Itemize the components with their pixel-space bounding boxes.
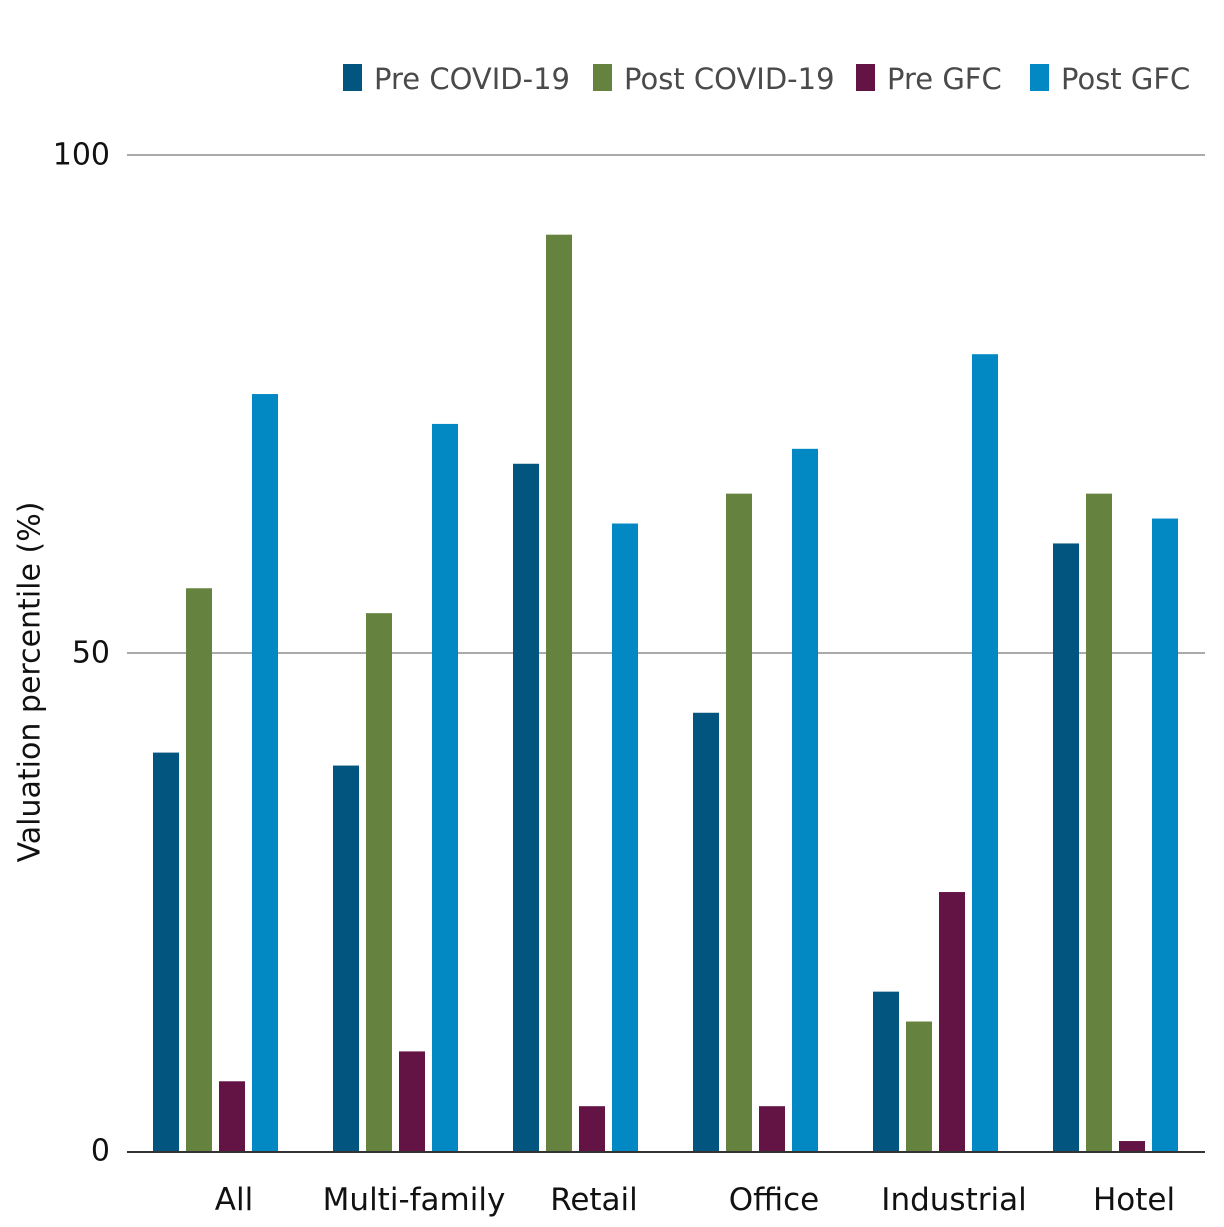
x-tick-label: Multi-family	[323, 1182, 506, 1218]
x-tick-label: All	[215, 1182, 253, 1218]
y-axis-label: Valuation percentile (%)	[13, 502, 48, 863]
legend-swatch	[1030, 64, 1049, 91]
legend-swatch	[593, 64, 612, 91]
bar	[939, 892, 965, 1151]
y-tick-label: 100	[53, 138, 110, 173]
legend-swatch	[343, 64, 362, 91]
bar-group-office	[693, 448, 818, 1151]
x-tick-label: Office	[729, 1182, 820, 1218]
legend-label: Pre GFC	[887, 62, 1002, 96]
bar-group-all	[153, 394, 278, 1151]
bar	[906, 1021, 932, 1151]
bar	[153, 752, 179, 1151]
bar	[1152, 518, 1178, 1151]
y-axis-ticks: 0 50 100	[53, 138, 110, 1169]
legend-item: Post GFC	[1030, 62, 1190, 96]
legend-item: Pre GFC	[856, 62, 1002, 96]
bar	[726, 493, 752, 1151]
legend-item: Post COVID-19	[593, 62, 835, 96]
legend: Pre COVID-19 Post COVID-19 Pre GFC Post GFC	[343, 62, 1190, 96]
bar	[792, 448, 818, 1151]
x-tick-label: Hotel	[1093, 1182, 1175, 1218]
bar	[873, 991, 899, 1151]
bars	[153, 234, 1178, 1151]
legend-label: Post GFC	[1061, 62, 1190, 96]
bar	[333, 765, 359, 1151]
bar	[612, 523, 638, 1151]
legend-label: Post COVID-19	[624, 62, 835, 96]
legend-swatch	[856, 64, 875, 91]
bar	[1119, 1141, 1145, 1151]
bar	[432, 423, 458, 1151]
bar	[513, 463, 539, 1151]
bar	[1086, 493, 1112, 1151]
bar-group-retail	[513, 234, 638, 1151]
bar-group-hotel	[1053, 493, 1178, 1151]
bar	[579, 1106, 605, 1151]
y-tick-label: 50	[72, 636, 110, 671]
y-tick-label: 0	[91, 1134, 110, 1169]
bar	[759, 1106, 785, 1151]
bar-group-industrial	[873, 354, 998, 1151]
x-axis-ticks: All Multi-family Retail Office Industrial Hot…	[215, 1182, 1175, 1218]
bar	[252, 394, 278, 1151]
bar-group-multi-family	[333, 423, 458, 1151]
bar	[1053, 543, 1079, 1151]
legend-item: Pre COVID-19	[343, 62, 570, 96]
bar	[186, 588, 212, 1151]
bar	[972, 354, 998, 1151]
bar	[693, 712, 719, 1151]
gridlines	[127, 154, 1205, 654]
legend-label: Pre COVID-19	[374, 62, 570, 96]
bar	[399, 1051, 425, 1151]
x-tick-label: Industrial	[881, 1182, 1026, 1218]
bar	[546, 234, 572, 1151]
x-tick-label: Retail	[550, 1182, 638, 1218]
bar	[366, 613, 392, 1151]
bar	[219, 1081, 245, 1151]
